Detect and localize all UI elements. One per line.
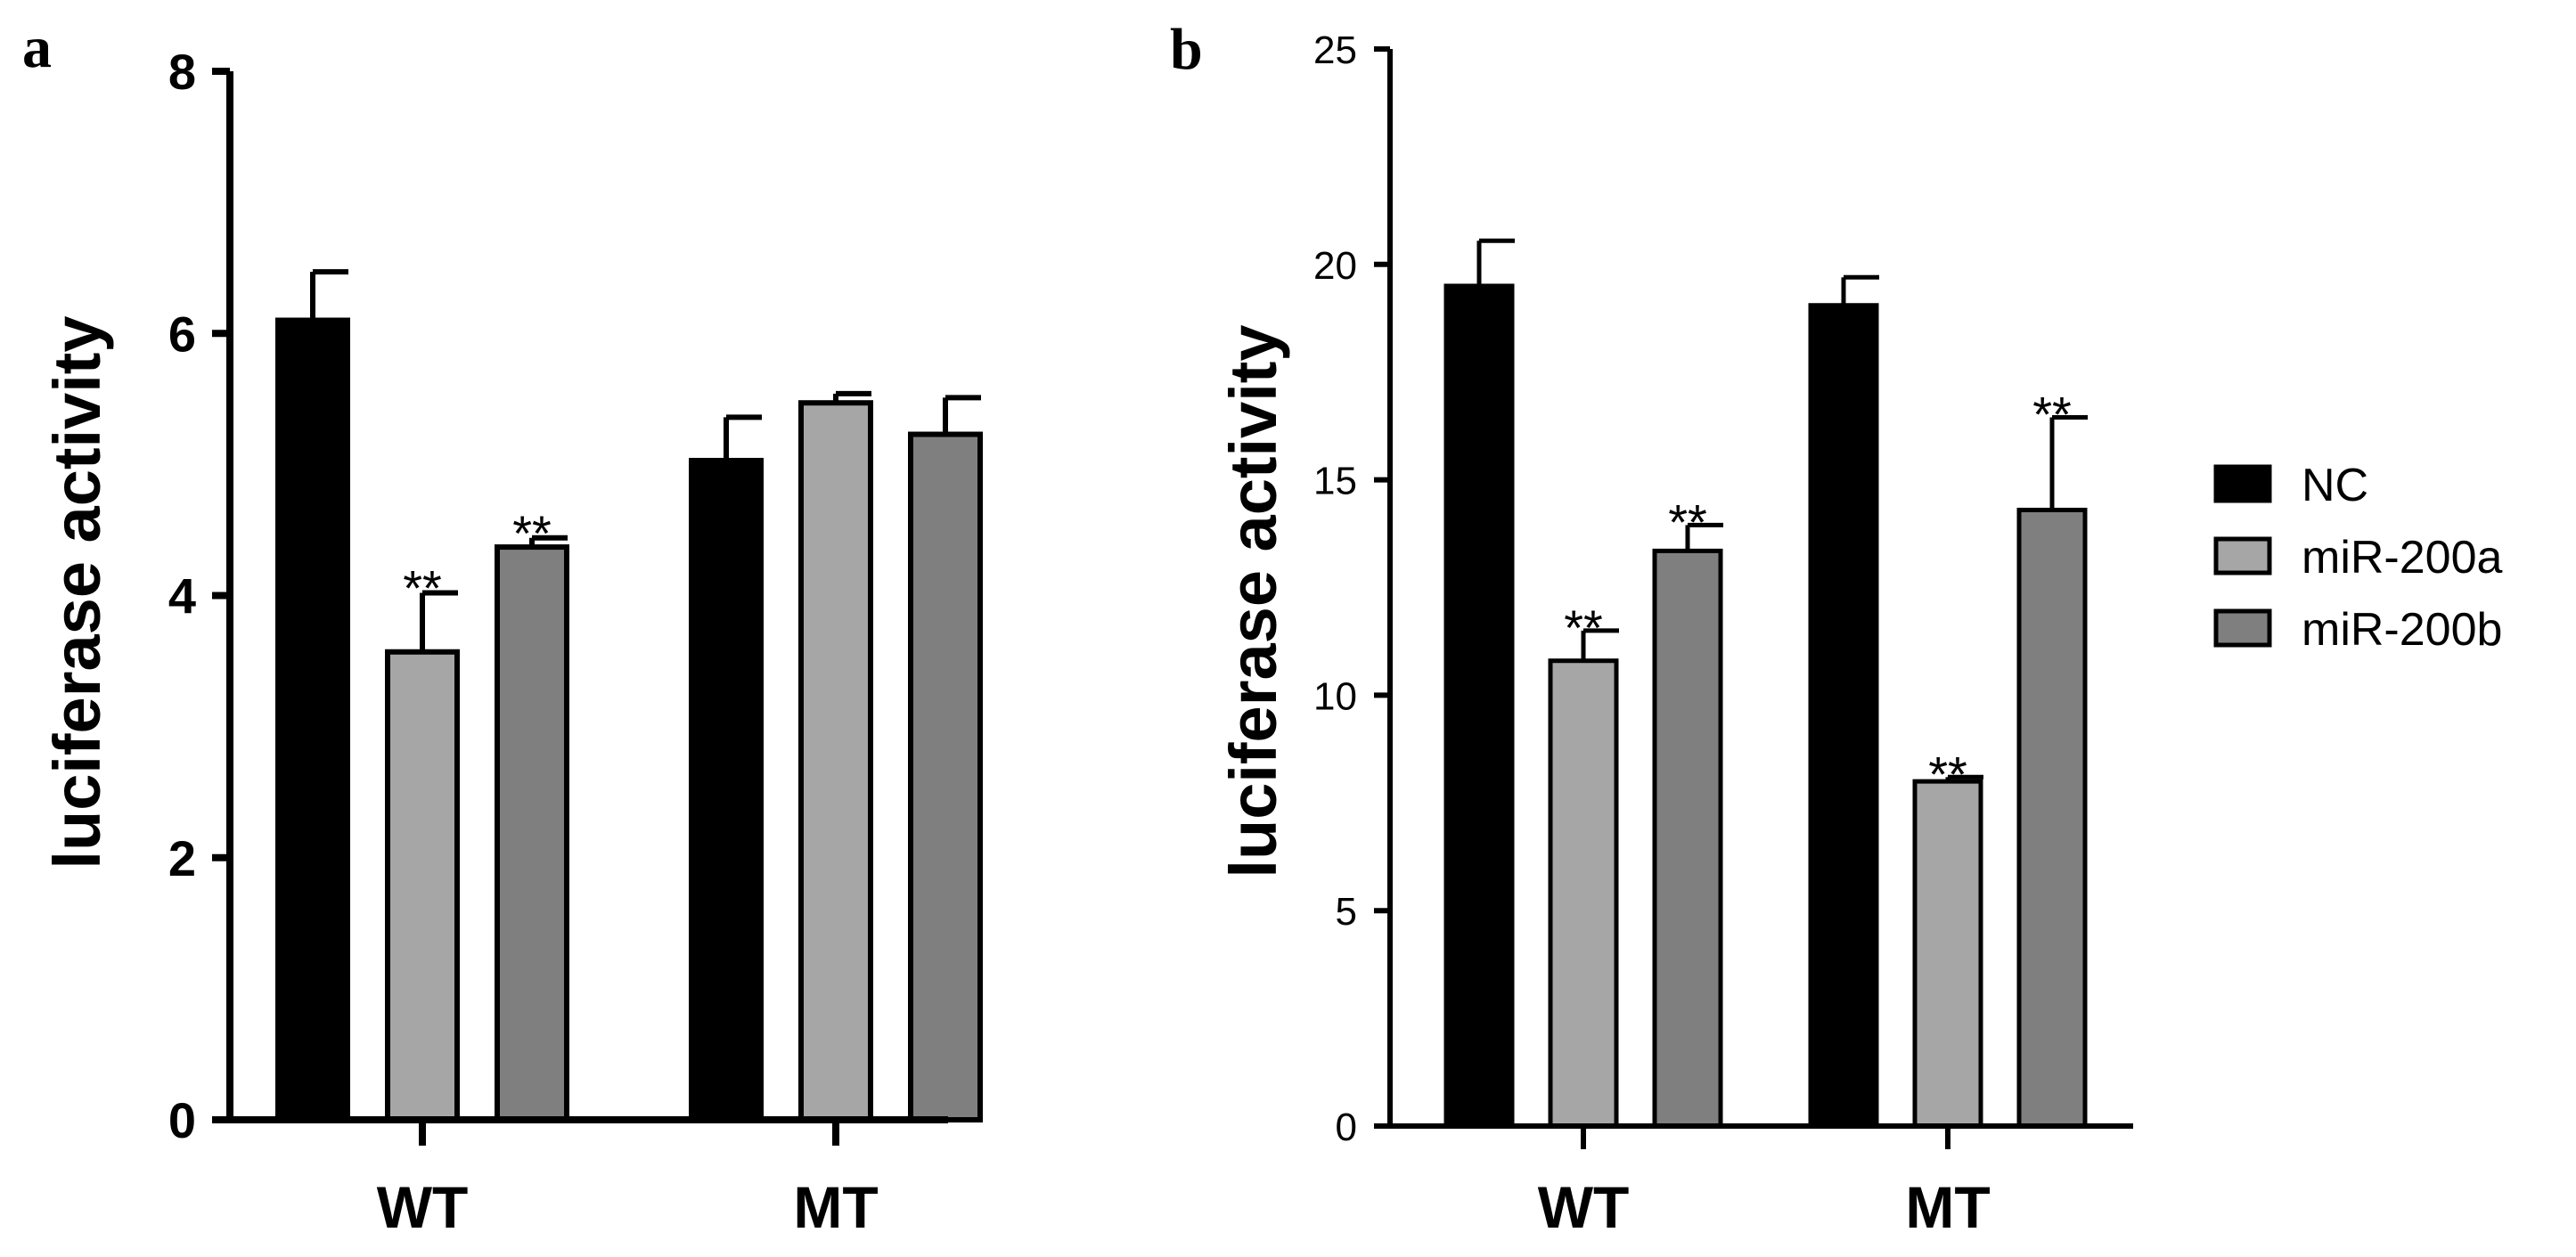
panel-a-x-label-mt: MT [793,1174,878,1240]
panel-b-y-tick-label-5: 5 [1336,890,1357,934]
legend-swatch-mir-200a [2213,536,2272,575]
legend-swatch-nc [2213,464,2272,503]
panel-b-y-tick-label-25: 25 [1313,29,1357,72]
panel-b-mt-mir-200b-bar [2016,507,2088,1129]
panel-b-y-tick-label-10: 10 [1313,674,1357,718]
panel-a-mt-nc-bar [689,457,764,1122]
panel-a-y-tick-label-8: 8 [168,44,196,100]
legend-swatch-mir-200b [2213,608,2272,648]
panel-a-wt-mir-200b-significance: ** [512,505,552,561]
panel-a-mt-mir-200a-bar [798,400,873,1122]
panel-b-wt-mir-200b-significance: ** [1668,494,1707,550]
panel-a-y-axis-title: luciferase activity [40,315,114,869]
legend-label-mir-200b: miR-200b [2302,604,2502,656]
panel-b-y-tick-label-20: 20 [1313,244,1357,288]
panel-a-wt-nc-bar [275,317,350,1123]
panel-b-y-tick-label-0: 0 [1336,1106,1357,1149]
panel-a-y-tick-label-0: 0 [168,1092,196,1148]
panel-b-mt-mir-200a-bar [1912,779,1983,1129]
panel-a-wt-mir-200a-bar [385,649,460,1122]
panel-b-y-axis-title: luciferase activity [1216,324,1290,877]
legend-label-mir-200a: miR-200a [2302,532,2502,584]
legend-label-nc: NC [2302,460,2368,511]
panel-a-wt-mir-200b-bar [495,544,569,1122]
panel-a-y-tick-label-4: 4 [168,568,196,624]
panel-a-x-label-wt: WT [377,1174,469,1240]
legend-item-mir-200a: miR-200a [2213,532,2502,584]
panel-a-y-tick-label-6: 6 [168,306,196,362]
legend-item-mir-200b: miR-200b [2213,604,2502,656]
chart-panel-a: a luciferase activity 0 2 4 6 8 ** ** WT MT [22,15,983,1240]
panel-a-y-tick-label-2: 2 [168,830,196,886]
panel-b-x-label-mt: MT [1905,1174,1990,1240]
chart-panel-b: b luciferase activity 0 5 10 15 20 25 ** ** ** *… [1170,17,2133,1240]
panel-b-wt-nc-bar [1443,283,1515,1129]
panel-b-mt-mir-200a-significance: ** [1928,746,1967,802]
panel-b-x-label-wt: WT [1538,1174,1630,1240]
legend-item-nc: NC [2213,460,2368,511]
panel-a-wt-mir-200a-significance: ** [403,560,442,616]
legend: NC miR-200a miR-200b [2213,460,2502,656]
panel-a-mt-mir-200b-bar [908,431,983,1122]
panel-b-wt-mir-200a-bar [1548,658,1619,1129]
panel-b-mt-nc-bar [1808,303,1879,1129]
panel-a-label: a [22,15,52,80]
panel-b-wt-mir-200a-significance: ** [1564,600,1603,656]
panel-b-y-tick-label-15: 15 [1313,460,1357,503]
panel-b-wt-mir-200b-bar [1652,548,1723,1129]
panel-b-label: b [1170,17,1203,82]
panel-b-mt-mir-200b-significance: ** [2032,386,2072,442]
